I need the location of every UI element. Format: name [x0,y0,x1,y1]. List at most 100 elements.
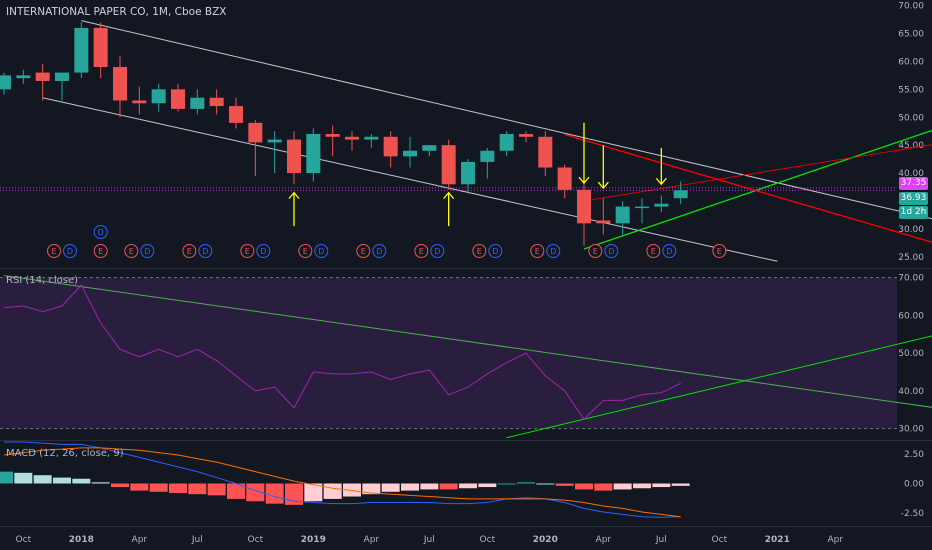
rsi-legend-label: RSI (14, close) [6,275,79,286]
symbol-title: INTERNATIONAL PAPER CO, 1M, Cboe BZX [6,6,227,18]
event-marker-label: E [303,247,308,256]
down-arrow-annotation [597,181,609,190]
earnings-marker [588,244,603,258]
candle-body [538,136,553,168]
time-axis-tick: Oct [712,535,728,545]
event-marker-label: D [492,247,498,256]
dividend-marker [256,244,271,258]
dividend-marker [488,244,503,258]
earnings-marker [298,244,313,258]
candle-body [132,100,147,104]
earnings-marker [712,244,727,258]
event-marker-label: E [717,247,722,256]
macd-histogram-bar [91,482,110,484]
dividend-marker [93,225,108,239]
event-marker-label: D [666,247,672,256]
rsi-axis-tick: 40.00 [898,387,924,397]
candle-body [615,206,630,224]
rsi-series-line [3,284,681,420]
dividend-marker [662,244,677,258]
event-marker-label: D [144,247,150,256]
candle-body [16,75,31,79]
rsi-axis-tick: 60.00 [898,311,924,321]
price-axis-tick: 40.00 [898,169,924,179]
candle-body [267,139,282,143]
macd-histogram-bar [284,483,303,505]
candle-body [596,220,611,224]
macd-histogram-bar [594,483,613,491]
macd-axis-tick: -2.50 [901,509,925,519]
macd-histogram-bar [400,483,419,491]
macd-histogram-bar [0,471,13,484]
macd-histogram-bar [613,483,632,490]
macd-histogram-bar [632,483,651,489]
macd-histogram-bar [516,482,535,484]
candle-body [518,134,533,137]
price-axis-tick: 25.00 [898,253,924,263]
macd-histogram-bar [497,483,516,485]
candle-body [383,136,398,157]
candle-body [441,145,456,185]
macd-histogram-bar [304,483,323,502]
macd-histogram-bar [439,483,458,490]
macd-histogram-bar [420,483,439,490]
macd-histogram-bar [362,483,381,495]
time-axis-tick: 2018 [69,535,94,545]
dividend-marker [546,244,561,258]
candle-body [112,67,127,101]
candle-body [557,167,572,190]
candle-body [402,150,417,157]
price-axis-tick: 30.00 [898,225,924,235]
macd-histogram-bar [246,483,265,502]
event-marker-label: E [245,247,250,256]
dividend-marker [372,244,387,258]
macd-histogram-bar [130,483,149,491]
time-axis-tick: Oct [248,535,264,545]
time-axis-tick: Apr [596,535,612,545]
event-marker-label: E [98,247,103,256]
time-axis-tick: Oct [480,535,496,545]
macd-legend-label: MACD (12, 26, close, 9) [6,448,124,459]
candle-body [209,97,224,107]
macd-histogram-bar [342,483,361,497]
last-close-badge: 36.93 [899,192,928,205]
earnings-marker [46,244,61,258]
price-axis-tick: 60.00 [898,57,924,67]
earnings-marker [356,244,371,258]
support-trendline [583,129,932,250]
candle-body [673,190,688,199]
down-arrow-annotation [578,176,590,185]
event-marker-label: E [593,247,598,256]
macd-histogram-bar [671,483,690,486]
dividend-marker [140,244,155,258]
candle-body [54,72,69,81]
candle-body [499,134,514,151]
macd-histogram-bar [110,483,129,488]
time-axis-tick: Apr [132,535,148,545]
event-marker-label: E [129,247,134,256]
macd-histogram-bar [33,475,52,484]
time-axis-tick: 2020 [533,535,558,545]
rsi-axis-tick: 70.00 [898,274,924,284]
time-axis-tick: Apr [828,535,844,545]
macd-histogram-bar [168,483,187,493]
candle-body [151,89,166,104]
channel-lower-line [42,97,778,262]
event-marker-label: E [477,247,482,256]
candle-body [325,134,340,137]
earnings-marker [530,244,545,258]
candle-body [190,97,205,109]
dividend-marker [198,244,213,258]
dividend-marker [604,244,619,258]
event-marker-label: D [376,247,382,256]
candle-body [634,206,649,209]
time-axis-tick: Oct [16,535,32,545]
event-marker-label: E [419,247,424,256]
earnings-marker [646,244,661,258]
earnings-marker [414,244,429,258]
event-marker-label: E [535,247,540,256]
macd-line [4,441,681,518]
rsi-resistance-trendline [3,275,932,408]
